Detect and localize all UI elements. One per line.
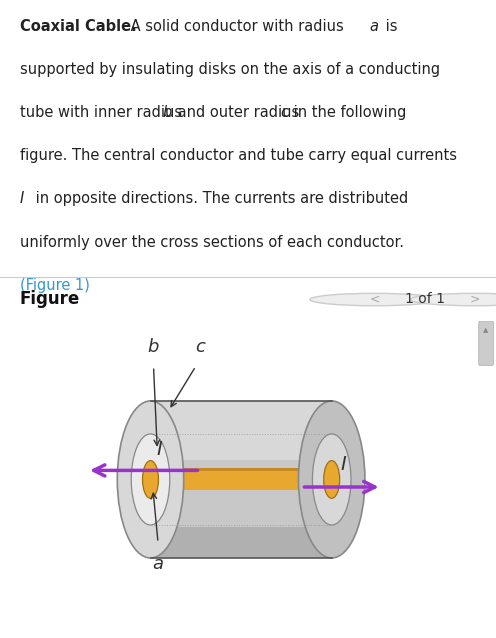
- Polygon shape: [150, 468, 332, 471]
- FancyBboxPatch shape: [479, 321, 494, 366]
- Text: $c$: $c$: [194, 338, 206, 355]
- Polygon shape: [150, 526, 332, 558]
- Text: figure. The central conductor and tube carry equal currents: figure. The central conductor and tube c…: [20, 149, 457, 163]
- Text: >: >: [469, 293, 480, 306]
- Text: supported by insulating disks on the axis of a conducting: supported by insulating disks on the axi…: [20, 63, 440, 77]
- Ellipse shape: [324, 461, 340, 498]
- Text: $I$: $I$: [340, 456, 347, 475]
- Text: c: c: [281, 105, 289, 121]
- Text: in opposite directions. The currents are distributed: in opposite directions. The currents are…: [31, 191, 408, 207]
- Text: $a$: $a$: [152, 555, 164, 573]
- Ellipse shape: [312, 434, 351, 525]
- Circle shape: [410, 293, 496, 306]
- Ellipse shape: [131, 434, 170, 525]
- Text: $b$: $b$: [147, 338, 160, 355]
- Polygon shape: [150, 401, 332, 558]
- Text: uniformly over the cross sections of each conductor.: uniformly over the cross sections of eac…: [20, 235, 404, 249]
- Text: <: <: [369, 293, 380, 306]
- Text: 1 of 1: 1 of 1: [405, 292, 444, 306]
- Text: Figure: Figure: [20, 290, 80, 308]
- Text: a: a: [370, 19, 378, 34]
- Text: and outer radius: and outer radius: [173, 105, 304, 121]
- Text: ▲: ▲: [484, 327, 489, 333]
- Polygon shape: [150, 401, 332, 460]
- Text: tube with inner radius: tube with inner radius: [20, 105, 186, 121]
- Polygon shape: [150, 469, 332, 490]
- Text: b: b: [163, 105, 172, 121]
- Text: A solid conductor with radius: A solid conductor with radius: [126, 19, 349, 34]
- Text: (Figure 1): (Figure 1): [20, 278, 90, 293]
- Text: $I$: $I$: [156, 440, 163, 459]
- Text: I: I: [20, 191, 24, 207]
- Text: in the following: in the following: [289, 105, 407, 121]
- Ellipse shape: [117, 401, 184, 558]
- Ellipse shape: [142, 461, 159, 498]
- Circle shape: [310, 293, 439, 306]
- Ellipse shape: [299, 401, 365, 558]
- Text: Coaxial Cable.: Coaxial Cable.: [20, 19, 136, 34]
- Text: is: is: [381, 19, 397, 34]
